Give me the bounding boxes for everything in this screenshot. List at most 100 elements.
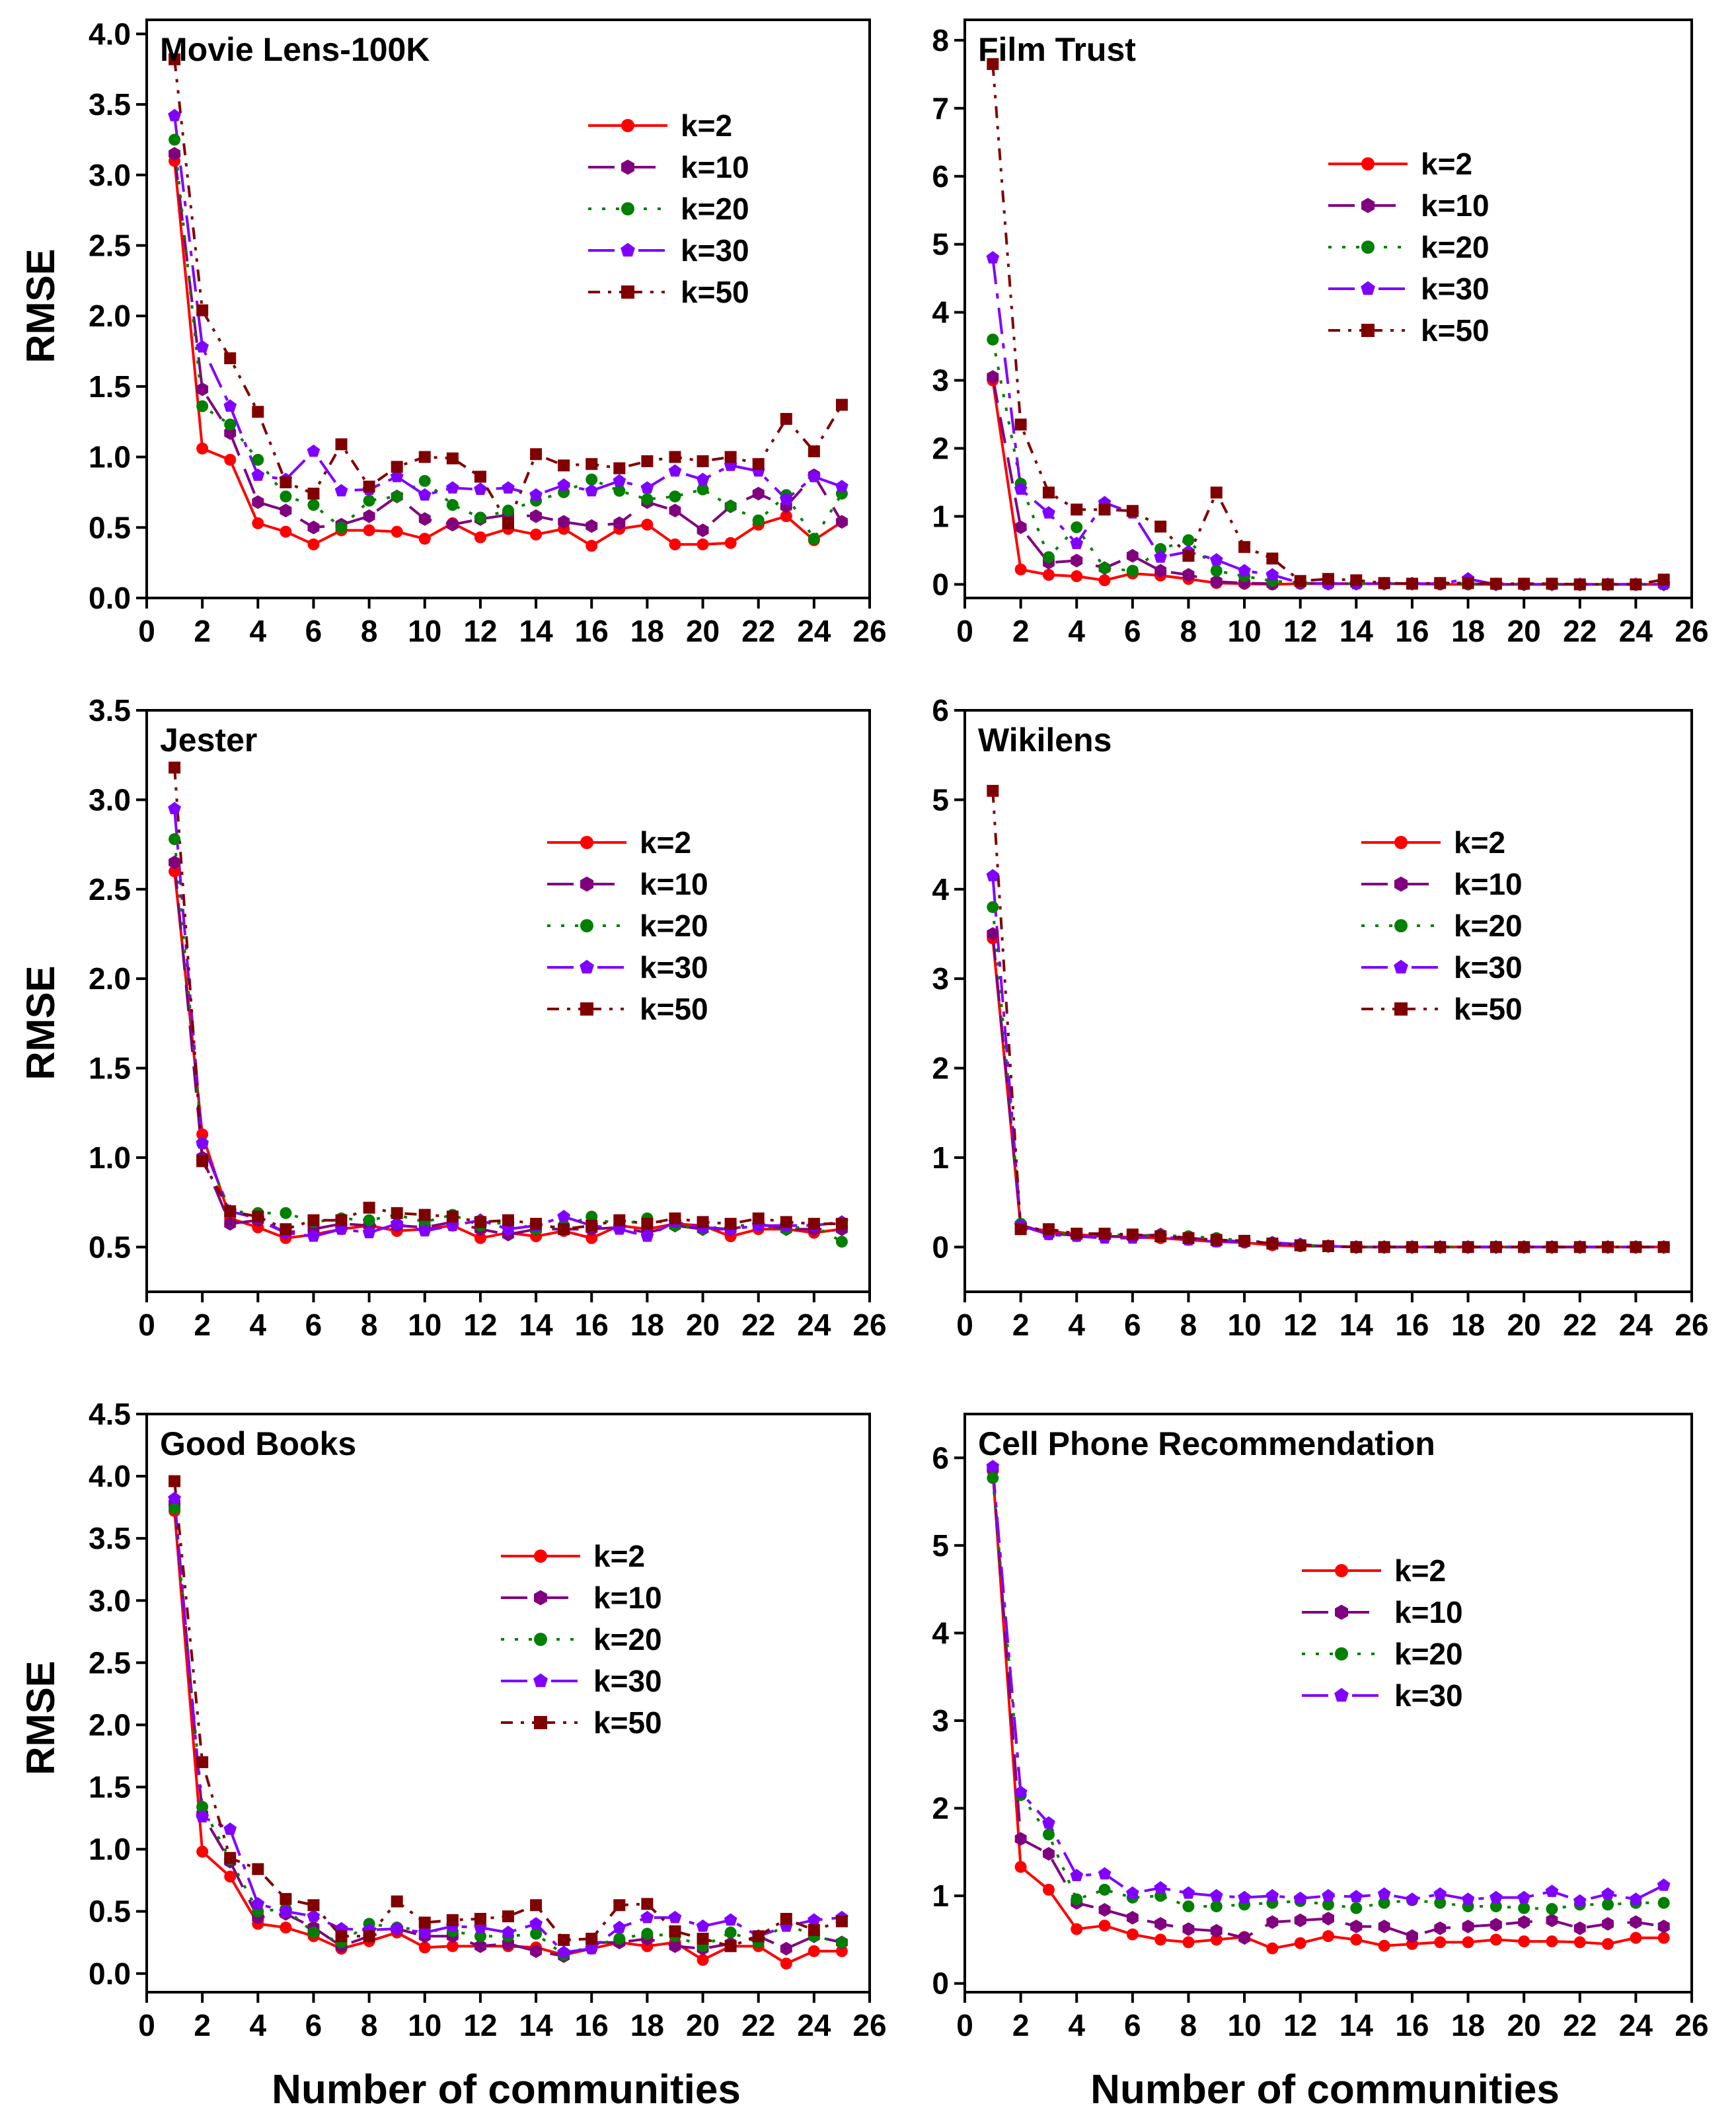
y-tick-label: 0 <box>932 567 949 601</box>
data-point-k2-10 <box>418 1941 431 1954</box>
data-point-k20-17 <box>613 1933 626 1945</box>
data-point-k30-18 <box>1461 1892 1475 1905</box>
y-tick-label: 0.0 <box>89 581 131 615</box>
x-tick-label: 2 <box>194 1308 211 1342</box>
data-point-k10-3 <box>1043 1847 1055 1861</box>
data-point-k50-7 <box>335 1214 348 1226</box>
data-point-k2-2 <box>196 1128 209 1140</box>
data-point-k2-17 <box>1434 1936 1447 1949</box>
data-point-k2-7 <box>1154 1933 1167 1946</box>
series-line-k10 <box>173 862 842 1236</box>
data-point-k10-4 <box>1071 554 1083 568</box>
data-point-k50-9 <box>391 461 403 473</box>
x-tick-label: 2 <box>1012 2008 1030 2042</box>
data-point-k30-16 <box>585 484 599 497</box>
series-line-k10 <box>991 1468 1665 1939</box>
data-point-k2-6 <box>1126 1928 1139 1941</box>
data-point-k50-18 <box>641 1898 654 1910</box>
data-point-k20-21 <box>724 1926 737 1939</box>
chart-title: Cell Phone Recommendation <box>978 1425 1435 1462</box>
x-tick-label: 12 <box>463 614 497 648</box>
data-point-k20-9 <box>1210 1900 1223 1913</box>
data-point-k50-21 <box>724 1940 737 1953</box>
x-tick-label: 24 <box>797 614 831 648</box>
data-point-k50-20 <box>697 1216 709 1228</box>
data-point-k2-14 <box>530 528 543 541</box>
data-point-k20-9 <box>391 490 403 503</box>
data-point-k30-1 <box>986 1460 1000 1472</box>
legend: k=2 k=10 k=20 k=30 k=50 <box>501 1539 662 1740</box>
data-point-k20-13 <box>502 504 514 517</box>
data-point-k2-5 <box>1098 1920 1111 1932</box>
x-tick-label: 26 <box>1675 614 1708 648</box>
data-point-k50-22 <box>1573 1241 1586 1253</box>
data-point-k50-19 <box>1490 578 1502 590</box>
x-tick-label: 18 <box>1451 2008 1485 2042</box>
data-point-k10-22 <box>752 486 765 501</box>
data-point-k50-22 <box>1573 578 1586 591</box>
x-tick-label: 4 <box>1068 2008 1085 2042</box>
x-tick-label: 26 <box>1675 1308 1708 1342</box>
legend-marker-k10 <box>621 159 634 175</box>
data-point-k20-19 <box>669 490 681 503</box>
data-point-k10-12 <box>474 1939 486 1953</box>
data-point-k50-5 <box>1098 503 1111 516</box>
data-point-k50-12 <box>1294 1239 1306 1251</box>
data-point-k20-10 <box>418 474 431 487</box>
plot-frame <box>963 1413 1693 1994</box>
y-tick-label: 1 <box>932 1140 949 1175</box>
data-point-k20-18 <box>641 493 654 505</box>
legend-marker-k2 <box>1361 157 1375 170</box>
data-point-k2-20 <box>697 1954 709 1966</box>
series-line-k10 <box>991 377 1664 586</box>
y-tick-label: 3.5 <box>89 1521 131 1555</box>
x-tick-label: 26 <box>852 2008 886 2042</box>
data-point-k10-2 <box>1014 1832 1027 1846</box>
data-point-k10-6 <box>1126 1911 1139 1925</box>
data-point-k50-4 <box>252 406 264 418</box>
series-line-k50 <box>173 1481 843 1948</box>
y-tick-label: 0 <box>932 1966 949 2001</box>
data-point-k2-25 <box>835 1945 848 1957</box>
data-point-k30-11 <box>446 481 459 494</box>
legend: k=2 k=10 k=20 k=30 k=50 <box>547 825 708 1026</box>
data-point-k30-2 <box>196 1810 209 1823</box>
y-tick-label: 5 <box>932 1528 949 1563</box>
series-line-k30 <box>173 1498 843 1954</box>
data-point-k50-1 <box>169 1475 181 1487</box>
figure-xlabel-left: Number of communities <box>272 2067 741 2112</box>
data-point-k50-5 <box>280 476 292 488</box>
data-point-k2-12 <box>474 1232 486 1244</box>
data-point-k20-7 <box>1154 542 1167 555</box>
data-point-k2-15 <box>1378 1939 1390 1952</box>
x-tick-label: 14 <box>519 614 553 648</box>
data-point-k50-12 <box>474 1912 486 1925</box>
series-line-k10 <box>173 1503 843 1958</box>
legend-label-k2: k=2 <box>593 1539 645 1573</box>
data-point-k30-9 <box>1209 1888 1223 1902</box>
data-point-k2-9 <box>391 525 403 538</box>
data-point-k2-8 <box>1182 1936 1195 1949</box>
x-tick-label: 6 <box>1124 1308 1141 1342</box>
data-point-k30-4 <box>251 468 265 481</box>
x-tick-label: 20 <box>1507 2008 1541 2042</box>
y-tick-label: 1.5 <box>89 1051 131 1086</box>
plot-frame <box>145 19 871 599</box>
data-point-k50-3 <box>224 352 237 365</box>
data-point-k20-3 <box>1042 1828 1055 1841</box>
x-tick-label: 22 <box>741 1308 775 1342</box>
data-point-k50-8 <box>363 1201 375 1214</box>
series-line-k10 <box>991 934 1664 1249</box>
data-point-k2-21 <box>1546 1935 1558 1948</box>
data-point-k50-19 <box>669 1925 681 1937</box>
data-point-k50-23 <box>1602 1241 1614 1253</box>
data-point-k10-1 <box>169 855 180 870</box>
data-point-k30-13 <box>502 1925 515 1939</box>
data-point-k50-1 <box>169 53 181 65</box>
data-point-k10-16 <box>1406 1929 1418 1943</box>
data-point-k30-20 <box>696 1919 710 1932</box>
y-tick-label: 3 <box>932 363 949 398</box>
data-point-k10-17 <box>1434 1921 1447 1935</box>
x-tick-label: 0 <box>956 614 973 648</box>
x-tick-label: 18 <box>630 2008 664 2042</box>
